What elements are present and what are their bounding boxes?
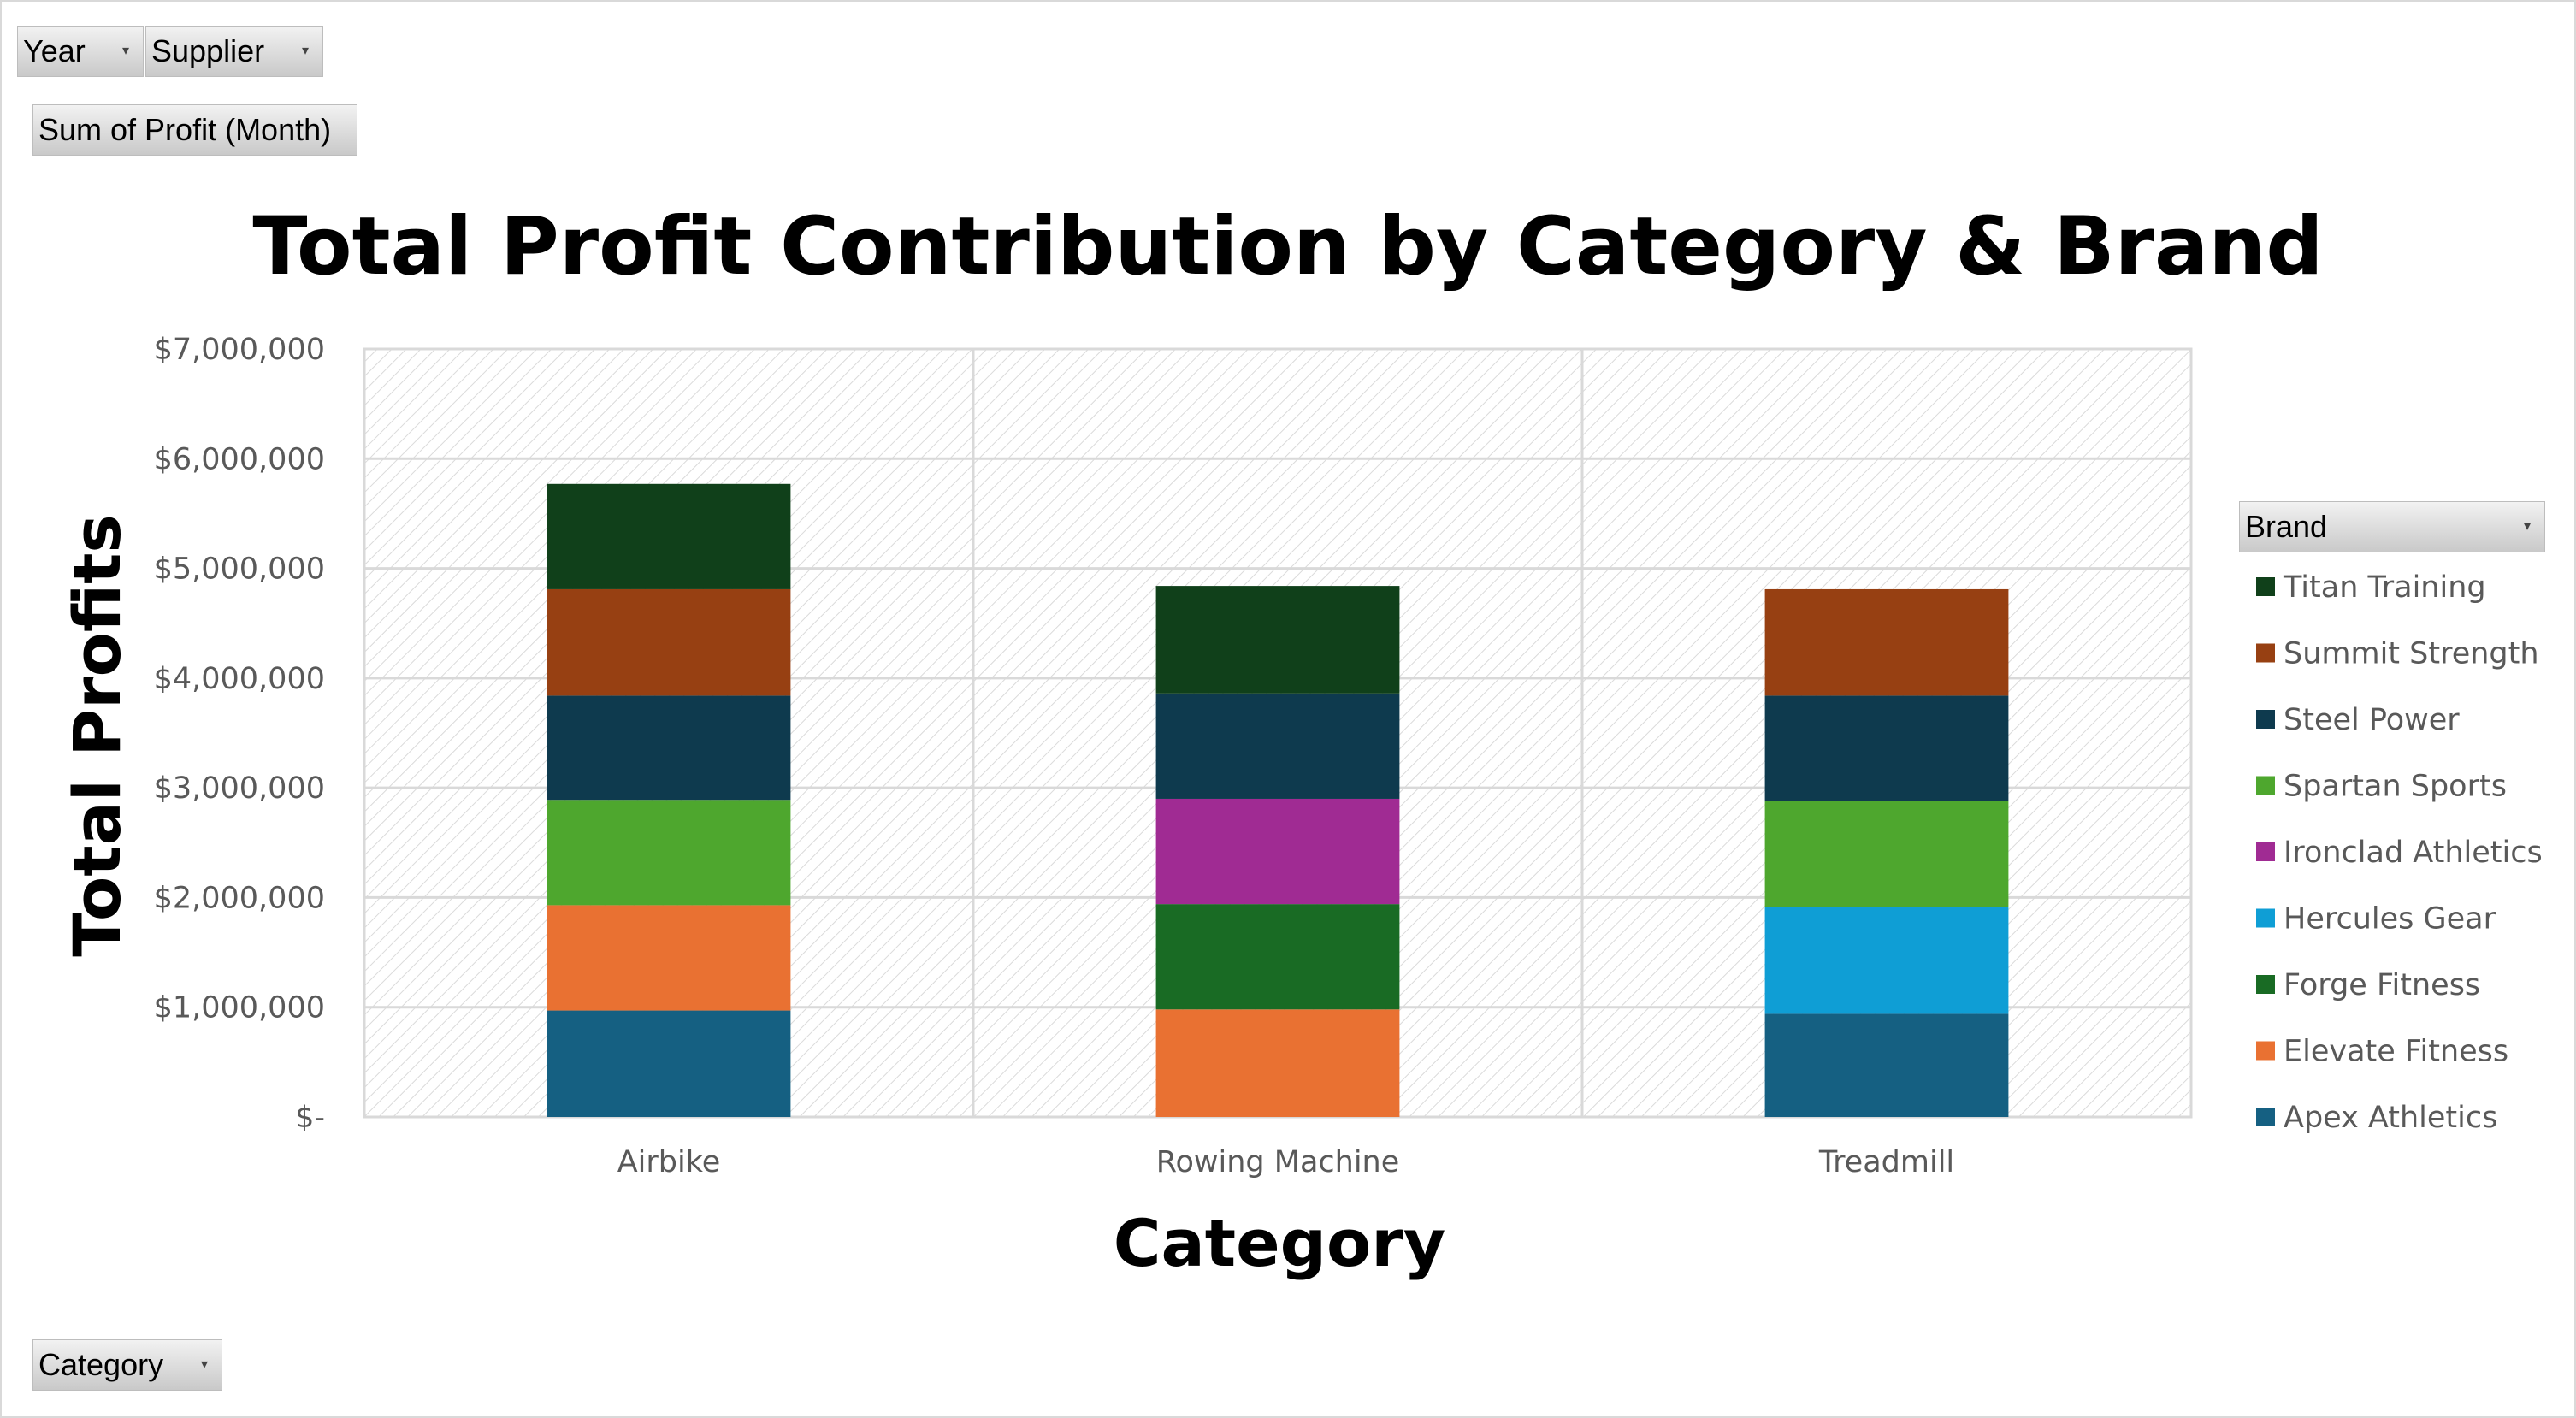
bar-segment	[1764, 801, 2009, 907]
y-tick-label: $2,000,000	[154, 881, 325, 915]
bar-segment	[547, 483, 791, 589]
bar-segment	[1764, 907, 2009, 1014]
brand-legend-filter-button[interactable]: Brand ▾	[2239, 501, 2545, 552]
x-tick-label: Airbike	[617, 1145, 721, 1179]
chart-title: Total Profit Contribution by Category & …	[252, 200, 2323, 293]
bar-segment	[547, 1010, 791, 1117]
values-field-label: Sum of Profit (Month)	[38, 112, 332, 147]
bars	[547, 483, 2009, 1117]
legend-entry: Summit Strength	[2284, 637, 2539, 671]
dropdown-arrow-icon: ▾	[121, 44, 129, 58]
legend-entry: Elevate Fitness	[2284, 1035, 2508, 1069]
dropdown-arrow-icon: ▾	[2523, 519, 2531, 534]
legend-swatch	[2256, 710, 2275, 729]
supplier-filter-button[interactable]: Supplier ▾	[145, 26, 323, 77]
y-tick-label: $6,000,000	[154, 442, 325, 476]
bar-segment	[547, 905, 791, 1011]
x-tick-label: Rowing Machine	[1156, 1145, 1400, 1179]
dropdown-arrow-icon: ▾	[301, 44, 309, 58]
bar-segment	[1764, 588, 2009, 696]
supplier-filter-label: Supplier	[151, 33, 265, 68]
bar-segment	[1155, 586, 1400, 694]
bar-segment	[1155, 798, 1400, 905]
legend-entry: Steel Power	[2284, 703, 2460, 737]
y-tick-label: $3,000,000	[154, 771, 325, 806]
bar-segment	[1155, 693, 1400, 799]
year-filter-label: Year	[23, 33, 86, 68]
x-tick-label: Treadmill	[1818, 1145, 1954, 1179]
category-filter-label: Category	[38, 1347, 164, 1382]
legend-swatch	[2256, 908, 2275, 928]
brand-filter-label: Brand	[2245, 509, 2328, 544]
dropdown-arrow-icon: ▾	[200, 1357, 208, 1372]
category-axis-filter-button[interactable]: Category ▾	[32, 1339, 222, 1391]
x-axis-title: Category	[1114, 1205, 1446, 1281]
legend-entry: Spartan Sports	[2284, 770, 2507, 804]
y-tick-label: $-	[295, 1101, 325, 1135]
y-axis: $- $1,000,000 $2,000,000 $3,000,000 $4,000,0…	[154, 333, 325, 1135]
y-tick-label: $4,000,000	[154, 662, 325, 696]
bar-segment	[1764, 1013, 2009, 1117]
y-tick-label: $1,000,000	[154, 991, 325, 1025]
bar-segment	[547, 800, 791, 906]
legend: Titan Training Summit Strength Steel Power…	[2256, 570, 2543, 1135]
y-tick-label: $5,000,000	[154, 552, 325, 587]
legend-entry: Forge Fitness	[2284, 968, 2480, 1002]
y-tick-label: $7,000,000	[154, 333, 325, 367]
legend-entry: Ironclad Athletics	[2284, 836, 2543, 870]
values-field-button[interactable]: Sum of Profit (Month)	[32, 104, 357, 156]
legend-swatch	[2256, 1108, 2275, 1126]
bar-segment	[547, 588, 791, 696]
legend-swatch	[2256, 643, 2275, 663]
legend-swatch	[2256, 776, 2275, 795]
y-axis-title: Total Profits	[59, 514, 135, 956]
legend-swatch	[2256, 842, 2275, 861]
bar-segment	[1155, 904, 1400, 1010]
bar-segment	[547, 695, 791, 801]
legend-swatch	[2256, 975, 2275, 994]
legend-swatch	[2256, 1041, 2275, 1061]
legend-entry: Titan Training	[2283, 570, 2486, 605]
year-filter-button[interactable]: Year ▾	[17, 26, 144, 77]
x-axis: Airbike Rowing Machine Treadmill	[617, 1145, 1954, 1179]
legend-entry: Apex Athletics	[2284, 1101, 2497, 1135]
bar-segment	[1155, 1009, 1400, 1117]
legend-entry: Hercules Gear	[2284, 902, 2496, 936]
legend-swatch	[2256, 577, 2275, 596]
bar-segment	[1764, 695, 2009, 801]
